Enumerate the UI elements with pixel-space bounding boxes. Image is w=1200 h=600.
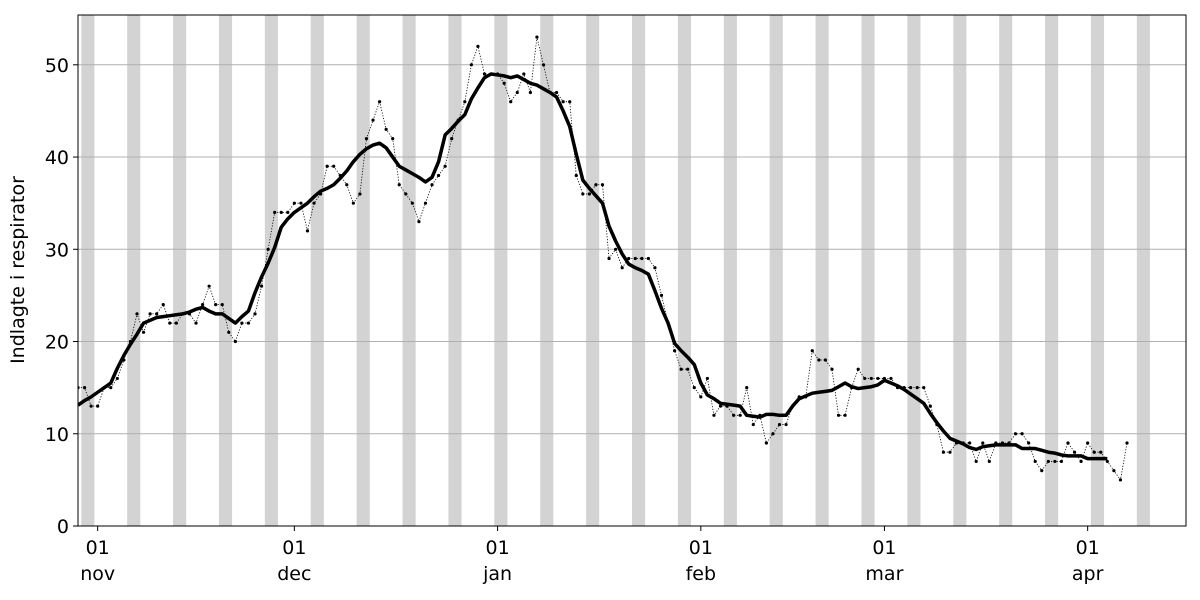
data-line — [78, 35, 1129, 482]
shaded-band — [953, 15, 967, 526]
y-tick-label: 0 — [57, 516, 69, 538]
y-tick-label: 50 — [45, 55, 69, 77]
x-tick-label: 01 mar — [865, 537, 903, 585]
x-tick-label: 01 feb — [686, 537, 716, 585]
shaded-band — [1045, 15, 1059, 526]
shaded-band — [402, 15, 416, 526]
shaded-band — [723, 15, 737, 526]
shaded-band — [218, 15, 233, 526]
x-tick-label: 01 apr — [1072, 537, 1104, 585]
plot-frame — [77, 14, 1187, 527]
shaded-band — [586, 15, 600, 526]
y-tick-label: 30 — [45, 239, 69, 261]
shaded-band — [677, 15, 692, 526]
shaded-band — [494, 15, 508, 526]
shaded-band — [81, 15, 95, 526]
y-tick-label: 20 — [45, 332, 69, 354]
shaded-band — [907, 15, 921, 526]
shaded-band — [769, 15, 783, 526]
shaded-band — [264, 15, 278, 526]
shaded-band — [173, 15, 187, 526]
x-tick-label: 01 dec — [277, 537, 311, 585]
shaded-band — [1090, 15, 1105, 526]
x-tick-label: 01 nov — [80, 537, 115, 585]
shaded-band — [815, 15, 829, 526]
y-tick-label: 10 — [45, 424, 69, 446]
shaded-band — [1136, 15, 1150, 526]
shaded-band — [861, 15, 875, 526]
data-line — [78, 72, 1108, 461]
y-axis-label: Indlagte i respirator — [7, 176, 29, 364]
y-tick-label: 40 — [45, 147, 69, 169]
shaded-band — [310, 15, 324, 526]
plot-area — [78, 15, 1186, 526]
x-tick-label: 01 jan — [482, 537, 512, 585]
shaded-band — [448, 15, 462, 526]
shaded-band — [999, 15, 1013, 526]
shaded-band — [356, 15, 370, 526]
shaded-band — [127, 15, 141, 526]
